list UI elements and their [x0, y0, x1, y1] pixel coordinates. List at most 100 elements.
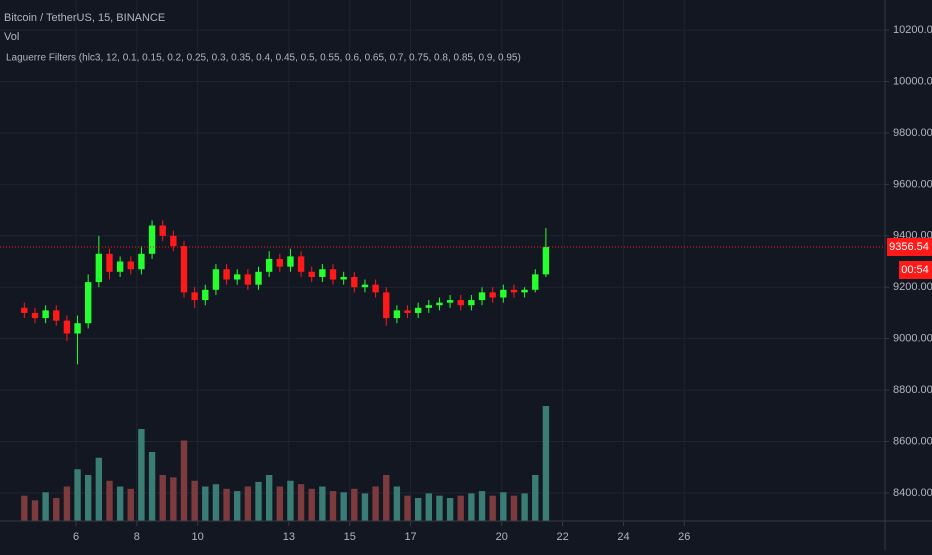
candle-body	[287, 256, 294, 267]
candle-body	[372, 284, 379, 293]
candle-body	[414, 307, 422, 313]
volume-bar	[234, 491, 241, 521]
candle-body	[425, 305, 433, 308]
volume-bar	[287, 480, 294, 521]
candle-body	[383, 292, 390, 319]
volume-bar	[414, 498, 422, 521]
candle-body	[340, 276, 347, 280]
y-tick-label: 8800.00	[893, 384, 932, 396]
x-tick-label: 8	[134, 531, 140, 543]
volume-bar	[340, 492, 347, 521]
candle-body	[319, 269, 326, 277]
volume-bar	[351, 488, 358, 521]
volume-bar	[532, 475, 539, 521]
last-price-box	[887, 237, 932, 256]
volume-bar	[212, 484, 220, 521]
volume-bar	[180, 440, 188, 521]
volume-bar	[138, 429, 145, 521]
volume-bar	[489, 495, 496, 521]
volume-bar	[308, 488, 315, 521]
candle-body	[202, 289, 209, 301]
volume-bar	[116, 486, 124, 521]
candle-body	[510, 289, 518, 293]
volume-bar	[223, 488, 230, 521]
volume-bar	[127, 488, 134, 521]
volume-bar	[255, 481, 262, 521]
candle-body	[468, 300, 475, 306]
candle-body	[21, 307, 28, 313]
candle-body	[85, 282, 92, 324]
candle-body	[31, 312, 39, 319]
candle-body	[180, 246, 188, 293]
volume-bar	[436, 495, 443, 521]
candle-body	[329, 269, 337, 280]
volume-bar	[383, 475, 390, 521]
candle-body	[532, 274, 539, 290]
volume-bar	[74, 469, 81, 521]
x-tick-label: 22	[557, 531, 569, 543]
candle-body	[234, 274, 241, 280]
candle-body	[308, 271, 315, 277]
volume-layer	[21, 406, 550, 521]
volume-bar	[457, 495, 464, 521]
candle-body	[500, 289, 507, 298]
candle-body	[361, 284, 369, 288]
last-price-label: 9356.54	[889, 241, 929, 253]
candle-body	[148, 225, 156, 254]
x-tick-label: 26	[678, 531, 690, 543]
volume-bar	[510, 495, 518, 521]
countdown-label: 00:54	[901, 264, 929, 276]
candle-body	[159, 225, 166, 236]
volume-bar	[393, 486, 401, 521]
x-tick-label: 10	[192, 531, 204, 543]
volume-bar	[361, 493, 369, 521]
candle-body	[521, 289, 528, 293]
candle-body	[212, 269, 220, 290]
x-tick-label: 13	[283, 531, 295, 543]
volume-bar	[202, 486, 209, 521]
volume-bar	[95, 457, 103, 521]
x-tick-label: 17	[404, 531, 416, 543]
volume-bar	[446, 498, 454, 521]
candle-body	[116, 261, 124, 272]
volume-bar	[500, 492, 507, 521]
volume-bar	[85, 475, 92, 521]
volume-bar	[53, 498, 60, 521]
candle-body	[351, 276, 358, 288]
volume-bar	[404, 495, 411, 521]
volume-bar	[265, 475, 273, 521]
candle-body	[542, 246, 550, 275]
y-tick-label: 8600.00	[893, 435, 932, 447]
candle-body	[63, 320, 71, 334]
y-tick-label: 10200.00	[893, 24, 932, 36]
volume-bar	[276, 486, 283, 521]
volume-bar	[468, 493, 475, 521]
y-tick-label: 10000.00	[893, 75, 932, 87]
candle-body	[255, 271, 262, 285]
volume-bar	[63, 486, 71, 521]
volume-bar	[297, 484, 305, 521]
indicator-label: Laguerre Filters (hlc3, 12, 0.1, 0.15, 0…	[6, 53, 521, 64]
volume-bar	[425, 493, 433, 521]
volume-bar	[21, 495, 28, 521]
axis-layer: 8400.008600.008800.009000.009200.009400.…	[0, 24, 932, 543]
volume-bar	[521, 493, 528, 521]
volume-bar	[329, 491, 337, 521]
candle-layer	[21, 220, 550, 365]
x-tick-label: 20	[496, 531, 508, 543]
volume-bar	[159, 475, 166, 521]
volume-bar	[244, 486, 252, 521]
candle-body	[127, 261, 134, 270]
y-tick-label: 9000.00	[893, 333, 932, 345]
candle-body	[436, 302, 443, 306]
candle-body	[265, 258, 273, 272]
candle-body	[489, 292, 496, 298]
candle-body	[276, 258, 283, 267]
y-tick-label: 8400.00	[893, 487, 932, 499]
candle-body	[478, 292, 486, 301]
volume-bar	[319, 486, 326, 521]
volume-bar	[478, 491, 486, 521]
candle-body	[42, 310, 49, 319]
